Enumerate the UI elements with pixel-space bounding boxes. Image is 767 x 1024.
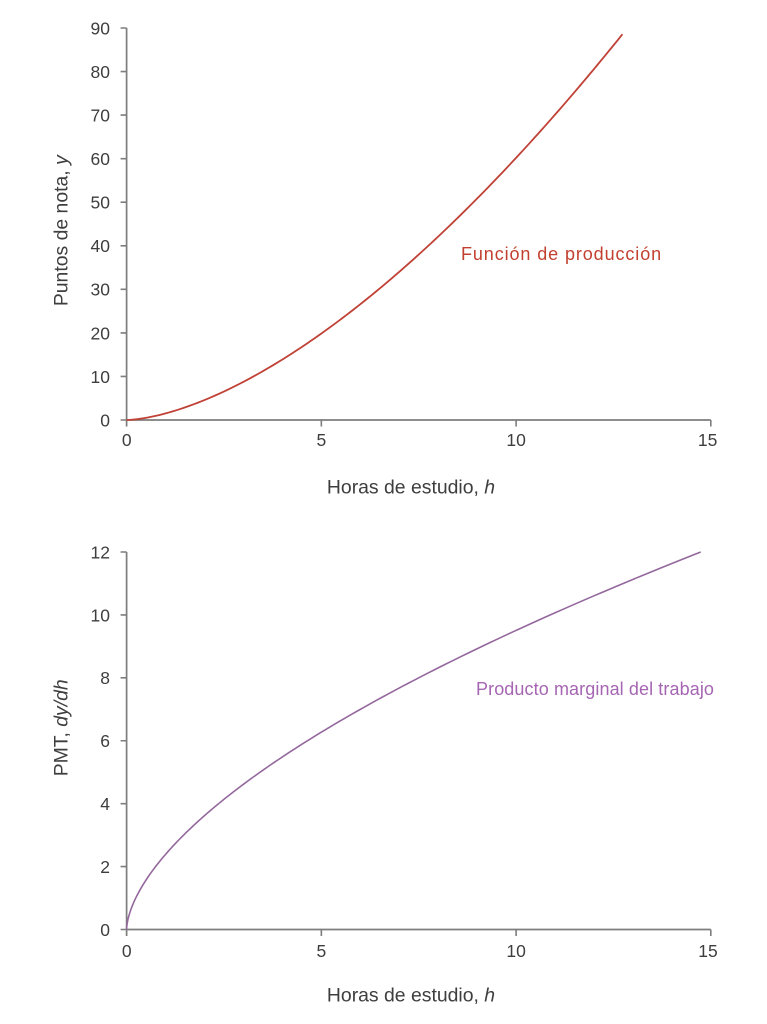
svg-text:40: 40 [91, 236, 111, 256]
svg-text:Producto marginal del trabajo: Producto marginal del trabajo [476, 679, 714, 699]
svg-text:10: 10 [506, 430, 526, 450]
svg-text:8: 8 [100, 668, 110, 688]
svg-text:PMT, dy/dh: PMT, dy/dh [51, 679, 73, 776]
svg-text:Horas de estudio, h: Horas de estudio, h [327, 985, 495, 1007]
svg-text:Horas de estudio, h: Horas de estudio, h [327, 477, 495, 499]
svg-text:5: 5 [316, 430, 326, 450]
svg-text:50: 50 [91, 193, 111, 213]
svg-text:10: 10 [91, 605, 111, 625]
svg-text:70: 70 [91, 106, 111, 126]
svg-text:0: 0 [122, 941, 132, 961]
svg-text:2: 2 [100, 857, 110, 877]
svg-text:6: 6 [100, 731, 110, 751]
svg-text:60: 60 [91, 149, 111, 169]
svg-text:10: 10 [91, 367, 111, 387]
svg-text:0: 0 [122, 430, 132, 450]
svg-text:Función de producción: Función de producción [461, 244, 662, 264]
svg-text:80: 80 [91, 62, 111, 82]
svg-text:90: 90 [91, 18, 111, 38]
svg-text:12: 12 [91, 542, 110, 562]
svg-text:0: 0 [100, 920, 110, 940]
svg-text:15: 15 [698, 430, 717, 450]
svg-text:20: 20 [91, 323, 111, 343]
svg-text:5: 5 [316, 941, 326, 961]
svg-text:15: 15 [698, 941, 717, 961]
svg-text:4: 4 [100, 794, 110, 814]
svg-text:10: 10 [506, 941, 526, 961]
svg-text:Puntos de nota, y: Puntos de nota, y [51, 154, 73, 306]
svg-text:0: 0 [100, 410, 110, 430]
svg-text:30: 30 [91, 280, 111, 300]
